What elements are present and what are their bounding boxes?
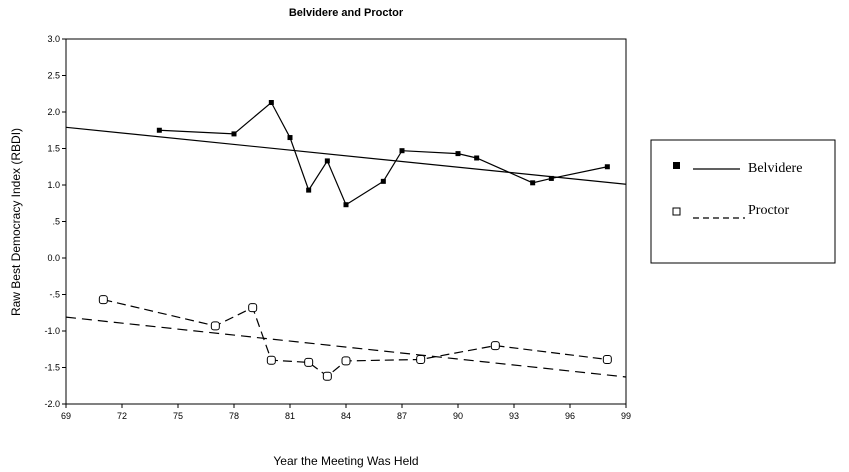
- series-layer: [65, 100, 627, 381]
- belvidere-point-0: [156, 127, 162, 133]
- proctor-point-1: [210, 321, 220, 331]
- legend-label-proctor: Proctor: [748, 203, 790, 218]
- y-axis: 3.0 2.5 2.0 1.5 1.0 .5 0.0 -.5 -1.0 -1.5 -2.0: [44, 34, 66, 409]
- x-tick-label-8: 93: [509, 411, 519, 421]
- y-tick-label-5: .5: [52, 217, 60, 227]
- proctor-point-8: [490, 341, 500, 351]
- belvidere-point-12: [548, 175, 554, 181]
- proctor-point-3: [266, 355, 276, 365]
- belvidere-fit-line: [65, 126, 627, 185]
- belvidere-point-10: [474, 155, 480, 161]
- proctor-fit-line: [65, 316, 627, 378]
- y-tick-label-3: 1.5: [47, 144, 60, 154]
- belvidere-series-line: [159, 101, 608, 206]
- belvidere-point-7: [380, 178, 386, 184]
- proctor-point-0: [98, 295, 108, 305]
- belvidere-point-3: [287, 135, 293, 141]
- y-tick-label-2: 2.0: [47, 107, 60, 117]
- proctor-point-2: [248, 303, 258, 313]
- y-tick-label-8: -1.0: [44, 326, 60, 336]
- proctor-point-4: [304, 357, 314, 367]
- belvidere-point-6: [343, 202, 349, 208]
- proctor-point-5: [322, 371, 332, 381]
- proctor-series-line: [103, 299, 608, 378]
- proctor-point-7: [416, 354, 426, 364]
- x-axis-label: Year the Meeting Was Held: [273, 454, 418, 468]
- y-tick-label-9: -1.5: [44, 363, 60, 373]
- belvidere-point-1: [231, 131, 237, 137]
- belvidere-point-9: [455, 151, 461, 157]
- belvidere-point-5: [324, 158, 330, 164]
- x-tick-label-7: 90: [453, 411, 463, 421]
- x-tick-label-10: 99: [621, 411, 631, 421]
- plot-area: [65, 38, 627, 405]
- legend-marker-proctor: [672, 207, 681, 216]
- x-tick-label-9: 96: [565, 411, 575, 421]
- x-tick-label-4: 81: [285, 411, 295, 421]
- belvidere-point-8: [399, 148, 405, 154]
- x-axis: 69 72 75 78 81 84 87 90 93 96 99: [61, 404, 631, 421]
- proctor-point-9: [602, 354, 612, 364]
- legend-marker-belvidere: [673, 162, 680, 169]
- x-tick-label-0: 69: [61, 411, 71, 421]
- legend: Belvidere Proctor: [650, 139, 836, 264]
- x-tick-label-2: 75: [173, 411, 183, 421]
- chart-title: Belvidere and Proctor: [289, 7, 404, 19]
- proctor-point-6: [341, 356, 351, 366]
- y-tick-label-6: 0.0: [47, 253, 60, 263]
- x-tick-label-3: 78: [229, 411, 239, 421]
- y-tick-label-1: 2.5: [47, 71, 60, 81]
- y-tick-label-7: -.5: [49, 290, 60, 300]
- legend-label-belvidere: Belvidere: [748, 161, 802, 176]
- belvidere-point-13: [604, 164, 610, 170]
- belvidere-point-11: [530, 180, 536, 186]
- x-tick-label-5: 84: [341, 411, 351, 421]
- y-tick-label-0: 3.0: [47, 34, 60, 44]
- belvidere-point-4: [306, 187, 312, 193]
- y-tick-label-10: -2.0: [44, 399, 60, 409]
- legend-box: [650, 139, 836, 264]
- x-tick-label-6: 87: [397, 411, 407, 421]
- y-tick-label-4: 1.0: [47, 180, 60, 190]
- x-tick-label-1: 72: [117, 411, 127, 421]
- belvidere-point-2: [268, 100, 274, 106]
- y-axis-label: Raw Best Democracy Index (RBDI): [9, 128, 23, 316]
